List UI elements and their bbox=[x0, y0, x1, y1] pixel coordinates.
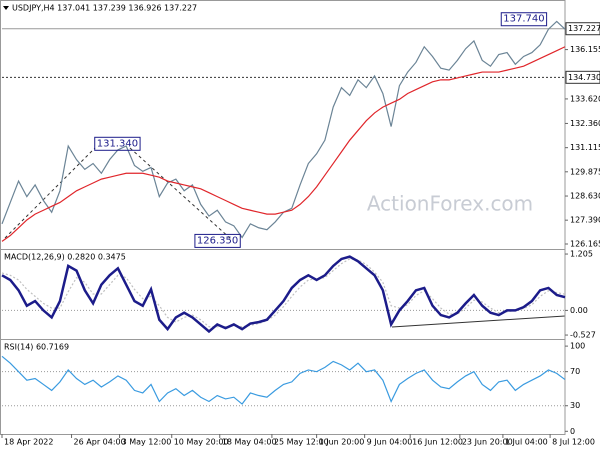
panel-title: RSI(14) 60.7169 bbox=[4, 343, 69, 352]
x-tick-label: 8 Jul 12:00 bbox=[552, 438, 595, 447]
y-tick-label: -0.527 bbox=[570, 331, 596, 340]
title-arrow bbox=[3, 6, 9, 10]
annotation-label: 126.350 bbox=[197, 235, 238, 246]
trend-line bbox=[129, 147, 233, 241]
price-label-box bbox=[565, 70, 600, 84]
series-line bbox=[1, 355, 566, 405]
y-tick-label: 70 bbox=[570, 367, 580, 376]
series-line bbox=[1, 46, 566, 242]
y-tick-label: 100 bbox=[570, 342, 585, 351]
series-line bbox=[1, 255, 566, 334]
annotation-label: 131.340 bbox=[97, 138, 138, 149]
price-label-box bbox=[565, 22, 600, 36]
y-tick-label: 30 bbox=[570, 401, 580, 410]
price-label: 134.730 bbox=[568, 73, 600, 82]
x-tick-label: 9 Jun 04:00 bbox=[367, 438, 413, 447]
x-tick-label: 23 Jun 20:00 bbox=[462, 438, 513, 447]
y-tick-label: 126.165 bbox=[570, 240, 600, 249]
watermark: ActionForex.com bbox=[367, 192, 533, 216]
x-tick-label: 3 May 12:00 bbox=[122, 438, 172, 447]
series-line bbox=[1, 258, 566, 328]
y-tick-label: 133.620 bbox=[570, 94, 600, 103]
x-tick-label: 1 Jun 20:00 bbox=[319, 438, 365, 447]
y-tick-label: 131.115 bbox=[570, 143, 600, 152]
y-tick-label: 136.155 bbox=[570, 45, 600, 54]
price-label: 137.227 bbox=[568, 24, 600, 33]
annotation-label: 137.740 bbox=[503, 14, 544, 25]
y-tick-label: 1.205 bbox=[570, 250, 593, 259]
panel-title: MACD(12,26,9) 0.2820 0.3475 bbox=[4, 253, 126, 262]
y-tick-label: 129.875 bbox=[570, 167, 600, 176]
x-tick-label: 18 Apr 2022 bbox=[4, 438, 53, 447]
x-tick-label: 10 May 20:00 bbox=[174, 438, 229, 447]
x-tick-label: 1 Jul 04:00 bbox=[505, 438, 548, 447]
x-tick-label: 18 May 04:00 bbox=[222, 438, 277, 447]
annotation-box bbox=[500, 12, 548, 27]
y-tick-label: 127.390 bbox=[570, 216, 600, 225]
panel-frame bbox=[0, 339, 566, 435]
x-tick-label: 26 Apr 04:00 bbox=[74, 438, 126, 447]
x-tick-label: 16 Jun 12:00 bbox=[412, 438, 463, 447]
trend-line bbox=[391, 315, 566, 328]
panel-title: USDJPY,H4 137.041 137.239 136.926 137.22… bbox=[12, 4, 197, 13]
y-tick-label: 0.00 bbox=[570, 306, 588, 315]
y-tick-label: 132.360 bbox=[570, 119, 600, 128]
y-tick-label: 128.630 bbox=[570, 192, 600, 201]
annotation-box bbox=[194, 233, 241, 248]
x-tick-label: 25 May 12:00 bbox=[274, 438, 329, 447]
annotation-box bbox=[94, 136, 141, 151]
y-tick-label: 0 bbox=[570, 427, 575, 436]
